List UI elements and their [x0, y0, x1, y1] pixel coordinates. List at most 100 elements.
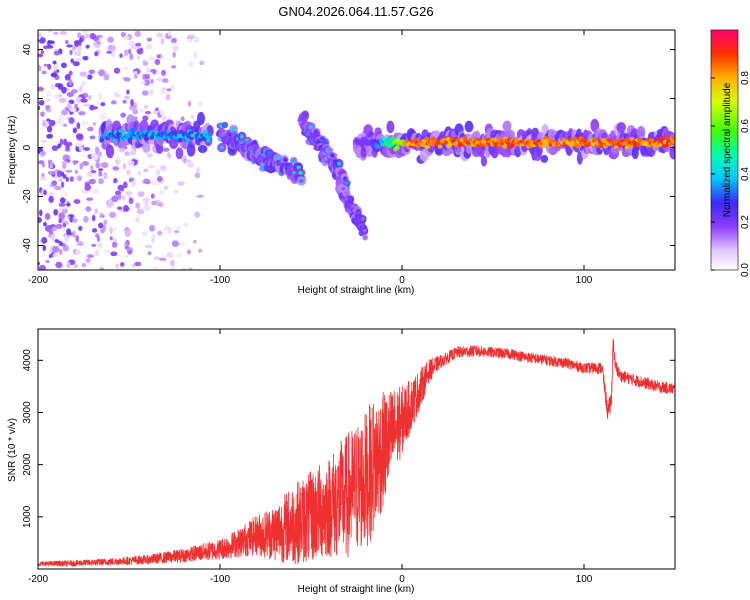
spectrogram-cell: [360, 216, 366, 221]
spectrogram-cell: [156, 77, 162, 82]
spectrogram-cell: [119, 261, 125, 267]
spectrogram-cell: [63, 235, 68, 242]
spectrogram-cell: [122, 99, 127, 104]
spectrogram-cell: [55, 223, 63, 229]
spectrogram-cell: [60, 181, 65, 188]
spectrogram-cell: [123, 77, 131, 82]
spectrogram-cell: [53, 208, 59, 216]
spectrogram-cell: [177, 137, 183, 143]
spectrogram-cell: [291, 158, 296, 163]
spectrogram-cell: [65, 169, 73, 173]
spectrogram-cell: [122, 35, 130, 41]
spectrogram-cell: [38, 86, 44, 92]
spectrogram-cell: [159, 257, 167, 261]
spectrogram-cell: [41, 236, 48, 244]
spectrogram-cell: [65, 176, 70, 182]
spectrogram-cell: [158, 189, 165, 196]
snr-x-tick-label: 100: [576, 574, 593, 585]
spectrogram-cell: [68, 117, 75, 124]
spectrogram-cell: [74, 103, 78, 109]
spectrogram-cell: [59, 138, 64, 146]
spectrogram-cell: [160, 53, 164, 60]
spectrogram-cell: [40, 173, 45, 178]
spectrogram-cell: [61, 109, 69, 116]
spectrogram-cell: [128, 40, 135, 47]
colorbar-tick-label: 0.6: [740, 119, 750, 133]
spectrogram-cell: [150, 193, 155, 199]
spectrogram-cell: [55, 261, 63, 269]
spectrogram-cell: [126, 89, 130, 95]
spectrogram-cell: [299, 179, 304, 184]
spectrogram-cell: [134, 217, 140, 223]
spectrogram-cell: [38, 261, 41, 266]
spectrogram-cell: [115, 263, 119, 269]
spectrogram-cell: [48, 119, 56, 127]
spectrogram-cell: [119, 53, 123, 58]
spectrogram-cell: [75, 133, 84, 140]
spectrogram-cell: [40, 50, 45, 54]
spectrogram-cell: [76, 142, 82, 148]
spectrogram-x-tick-label: -200: [28, 275, 48, 286]
snr-x-tick-label: -100: [210, 574, 230, 585]
spectrogram-cell: [54, 93, 60, 100]
spectrogram-cell: [49, 164, 54, 169]
spectrogram-cell: [52, 245, 60, 253]
spectrogram-cell: [85, 44, 90, 49]
spectrogram-cell: [142, 197, 150, 203]
spectrogram-cell: [59, 197, 66, 204]
spectrogram-cell: [173, 230, 180, 234]
spectrogram-cell: [156, 32, 163, 38]
spectrogram-cell: [424, 136, 430, 142]
spectrogram-cell: [134, 30, 141, 37]
spectrogram-cell: [127, 160, 135, 166]
spectrogram-cell: [77, 45, 82, 52]
spectrogram-cell: [172, 51, 176, 58]
spectrogram-cell: [193, 51, 198, 59]
spectrogram-cell: [97, 99, 101, 106]
spectrogram-cell: [386, 120, 395, 134]
spectrogram-cell: [58, 240, 63, 245]
spectrogram-cell: [132, 108, 139, 115]
snr-frame: [37, 328, 676, 570]
spectrogram-cell: [330, 153, 335, 158]
spectrogram-cell: [113, 177, 118, 184]
spectrogram-cell: [40, 151, 46, 156]
spectrogram-cell: [48, 195, 54, 203]
spectrogram-cell: [66, 91, 75, 98]
spectrogram-cell: [166, 251, 174, 259]
spectrogram-cell: [109, 211, 117, 219]
spectrogram-cell: [197, 138, 203, 143]
spectrogram-cell: [41, 70, 47, 75]
figure-title: GN04.2026.064.11.57.G26: [278, 4, 433, 19]
spectrogram-cell: [151, 200, 157, 206]
spectrogram-cell: [381, 136, 387, 142]
snr-panel: -200 -100 0 100 1000 2000 3000 4000 Height of …: [7, 328, 676, 595]
spectrogram-cell: [367, 133, 373, 138]
snr-x-label: Height of straight line (km): [298, 584, 415, 595]
spectrogram-cell: [671, 135, 675, 141]
spectrogram-cell: [437, 144, 443, 149]
spectrogram-cell: [87, 74, 93, 80]
spectrogram-cell: [160, 37, 165, 45]
spectrogram-cell: [58, 177, 63, 182]
spectrogram-cell: [117, 206, 123, 210]
spectrogram-cell: [207, 132, 213, 137]
spectrogram-cell: [64, 40, 69, 45]
spectrogram-cell: [83, 215, 89, 223]
spectrogram-cell: [170, 37, 178, 44]
spectrogram-cell: [150, 233, 157, 241]
spectrogram-cell: [161, 78, 169, 83]
spectrogram-cell: [193, 36, 200, 44]
spectrogram-cell: [98, 69, 106, 77]
spectrogram-cell: [68, 79, 73, 86]
spectrogram-x-tick-label: 0: [399, 275, 405, 286]
spectrogram-cell: [151, 239, 155, 243]
spectrogram-cell: [45, 90, 52, 97]
snr-x-ticks: -200 -100 0 100: [28, 329, 593, 585]
spectrogram-cell: [188, 162, 195, 169]
spectrogram-cell: [175, 147, 184, 160]
spectrogram-cell: [39, 209, 43, 217]
spectrogram-cell: [90, 170, 97, 174]
spectrogram-cell: [669, 146, 675, 160]
spectrogram-cell: [47, 40, 55, 44]
